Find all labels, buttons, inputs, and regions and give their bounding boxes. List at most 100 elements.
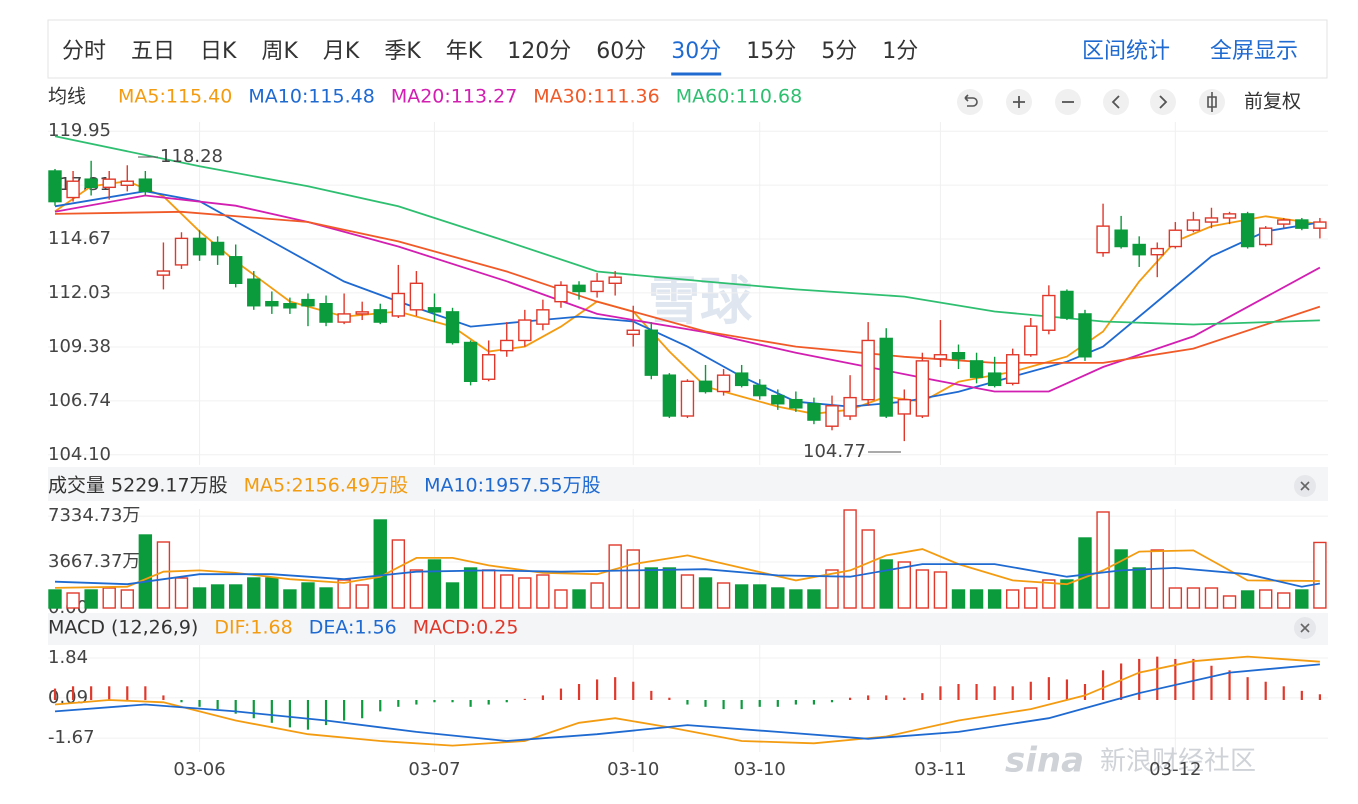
volume-bar [66, 592, 80, 609]
period-tab[interactable]: 月K [323, 39, 360, 64]
legend-title: 均线 [48, 86, 86, 108]
period-tab[interactable]: 周K [261, 39, 298, 64]
candle-body [481, 354, 496, 380]
candle-body [174, 237, 189, 266]
y-tick-label: 112.03 [48, 282, 111, 303]
period-tab[interactable]: 1分 [882, 39, 918, 64]
candle-body [662, 374, 677, 417]
volume-bar [445, 582, 460, 609]
candle-body [590, 280, 604, 293]
period-tab[interactable]: 15分 [746, 39, 796, 64]
undo-button[interactable] [957, 89, 983, 115]
candle-body [771, 394, 785, 405]
volume-bar [48, 589, 62, 609]
volume-bar [1277, 592, 1291, 609]
y-tick-label: 104.10 [48, 444, 111, 465]
volume-bar [337, 579, 351, 609]
volume-bar [608, 544, 622, 609]
candle-body [753, 384, 767, 397]
left-button[interactable] [1103, 89, 1129, 115]
volume-bar [951, 589, 966, 609]
legend-entry: MA30:111.36 [533, 86, 659, 108]
candle-body [445, 311, 460, 344]
candle-body [319, 303, 333, 323]
candle-body [951, 352, 966, 360]
legend-entry: MACD:0.25 [413, 617, 519, 639]
period-tab[interactable]: 季K [384, 39, 421, 64]
candle-body [283, 303, 297, 309]
volume-bar [120, 589, 134, 609]
volume-bar [427, 559, 442, 609]
volume-bar [734, 584, 749, 609]
candle-body [1096, 225, 1110, 254]
adjust-toggle[interactable]: 前复权 [1244, 91, 1301, 113]
volume-bar [1240, 590, 1255, 609]
candle-body [1006, 354, 1020, 385]
volume-bar [861, 529, 875, 609]
tool-link[interactable]: 区间统计 [1082, 39, 1170, 64]
volume-bar [825, 569, 839, 609]
volume-bar [1060, 579, 1074, 609]
candle-body [228, 256, 243, 284]
candle-body [716, 374, 731, 393]
candle-body [1150, 247, 1164, 256]
candle-body [843, 396, 857, 417]
volume-header [48, 467, 1328, 501]
candle-body [626, 329, 640, 336]
volume-bar [1096, 511, 1110, 609]
candle-body [66, 180, 80, 199]
legend-entry: MA20:113.27 [391, 86, 517, 108]
legend-entry: MA10:115.48 [248, 86, 374, 108]
period-tab[interactable]: 120分 [507, 39, 571, 64]
right-button[interactable] [1150, 89, 1176, 115]
volume-bar [1006, 589, 1020, 609]
ma-line [54, 548, 1320, 589]
period-tab[interactable]: 五日 [131, 39, 175, 64]
toolbar [47, 19, 1328, 79]
macd-header [48, 613, 1328, 645]
zoom-out-button[interactable] [1055, 89, 1081, 115]
tool-link[interactable]: 全屏显示 [1210, 39, 1298, 64]
period-tab[interactable]: 30分 [671, 39, 721, 64]
zoom-in-button[interactable] [1006, 89, 1032, 115]
volume-bar [879, 559, 893, 609]
volume-bar [933, 571, 948, 609]
candle-body [373, 309, 387, 323]
candle-body [807, 403, 821, 421]
candle-body [1204, 217, 1219, 223]
candle-body [644, 329, 659, 376]
ma-line [54, 663, 1320, 742]
volume-bar [698, 577, 713, 609]
volume-bar [987, 589, 1002, 609]
candle-body [734, 372, 749, 387]
period-tab[interactable]: 日K [200, 39, 237, 64]
volume-bar [807, 589, 821, 609]
legend-entry: DEA:1.56 [309, 617, 397, 639]
candle-body [1132, 243, 1146, 256]
volume-bar [1186, 587, 1201, 609]
period-tab[interactable]: 60分 [596, 39, 646, 64]
candle-body [102, 178, 116, 189]
watermark: sina [1005, 741, 1084, 781]
period-tab[interactable]: 年K [446, 39, 483, 64]
volume-bar [626, 549, 640, 609]
candle-body [301, 298, 315, 307]
volume-bar [138, 534, 153, 609]
candle-button[interactable] [1199, 89, 1225, 115]
min-label: 104.77 [803, 441, 866, 462]
period-tab[interactable]: 分时 [62, 39, 106, 64]
candle-body [933, 354, 948, 360]
candle-body [355, 311, 369, 315]
candle-body [427, 307, 442, 313]
volume-bar [1132, 567, 1146, 609]
close-volume[interactable] [1294, 475, 1316, 497]
candle-body [1114, 229, 1128, 248]
close-macd[interactable] [1294, 617, 1316, 639]
period-tab[interactable]: 5分 [821, 39, 857, 64]
candle-body [1295, 219, 1309, 229]
y-tick-label: 119.95 [48, 120, 111, 141]
candle-body [120, 180, 134, 186]
y-tick-label: 114.67 [48, 228, 111, 249]
candle-body [463, 341, 478, 382]
candle-body [536, 309, 550, 325]
